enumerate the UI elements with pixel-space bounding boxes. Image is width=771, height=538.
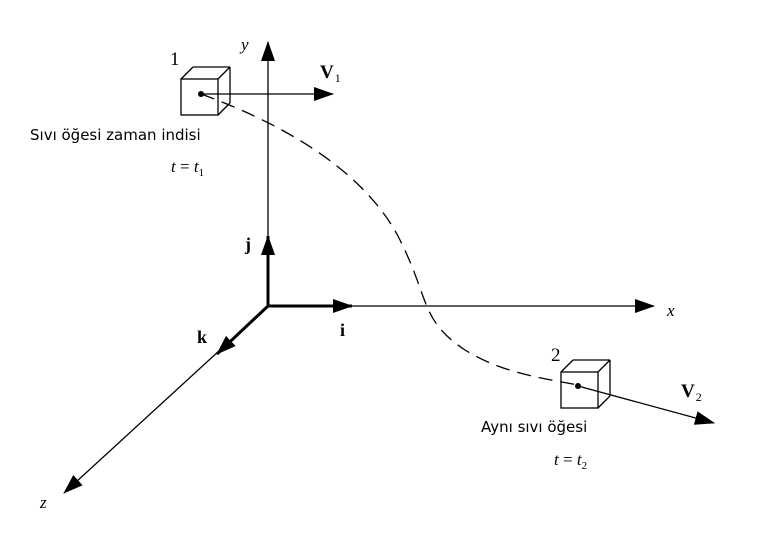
coordinate-axes: y x z [39, 35, 675, 512]
element-2-cube [560, 359, 611, 409]
fluid-element-1: 1 V1 Sıvı öğesi zaman indisi t = t1 [30, 49, 341, 179]
element-2-time: t = t2 [554, 450, 587, 472]
velocity-1-subscript: 1 [335, 71, 341, 85]
unit-vectors: j i k [197, 234, 353, 356]
velocity-2-subscript: 2 [696, 390, 702, 404]
element-1-caption: Sıvı öğesi zaman indisi [30, 126, 201, 144]
x-axis-label: x [666, 301, 675, 320]
element-2-caption: Aynı sıvı öğesi [481, 418, 587, 436]
element-1-time: t = t1 [171, 157, 204, 179]
element-2-number: 2 [551, 345, 561, 366]
fluid-element-2: 2 V2 Aynı sıvı öğesi t = t2 [481, 345, 715, 472]
y-axis-label: y [239, 35, 249, 54]
velocity-2-label: V2 [681, 381, 702, 404]
unit-vector-j-label: j [244, 234, 251, 254]
unit-vector-k [215, 304, 270, 356]
element-1-cube [180, 66, 231, 116]
element-1-number: 1 [170, 49, 180, 70]
velocity-2-arrow [577, 385, 715, 425]
element-2-time-subscript: 2 [582, 460, 588, 472]
element-1-time-subscript: 1 [199, 167, 205, 179]
z-axis-label: z [39, 493, 47, 512]
velocity-1-label: V1 [320, 62, 341, 85]
pathline-dashed [200, 93, 579, 386]
unit-vector-k-label: k [197, 327, 207, 347]
unit-vector-i-label: i [340, 320, 345, 340]
